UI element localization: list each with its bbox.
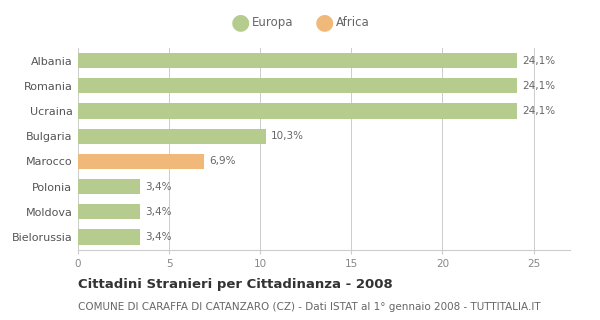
Bar xyxy=(78,204,140,220)
Text: Cittadini Stranieri per Cittadinanza - 2008: Cittadini Stranieri per Cittadinanza - 2… xyxy=(78,278,393,292)
Bar xyxy=(78,179,140,194)
Bar xyxy=(78,103,517,118)
Text: Africa: Africa xyxy=(336,16,370,29)
Text: ●: ● xyxy=(314,12,334,32)
Text: 24,1%: 24,1% xyxy=(523,56,556,66)
Bar xyxy=(78,129,266,144)
Text: 24,1%: 24,1% xyxy=(523,106,556,116)
Text: 3,4%: 3,4% xyxy=(145,207,172,217)
Text: ●: ● xyxy=(230,12,250,32)
Bar xyxy=(78,154,204,169)
Text: 10,3%: 10,3% xyxy=(271,131,304,141)
Text: 6,9%: 6,9% xyxy=(209,156,236,166)
Bar xyxy=(78,78,517,93)
Bar xyxy=(78,229,140,244)
Text: 3,4%: 3,4% xyxy=(145,232,172,242)
Text: 24,1%: 24,1% xyxy=(523,81,556,91)
Text: COMUNE DI CARAFFA DI CATANZARO (CZ) - Dati ISTAT al 1° gennaio 2008 - TUTTITALIA: COMUNE DI CARAFFA DI CATANZARO (CZ) - Da… xyxy=(78,302,541,312)
Text: 3,4%: 3,4% xyxy=(145,181,172,192)
Text: Europa: Europa xyxy=(252,16,293,29)
Bar xyxy=(78,53,517,68)
